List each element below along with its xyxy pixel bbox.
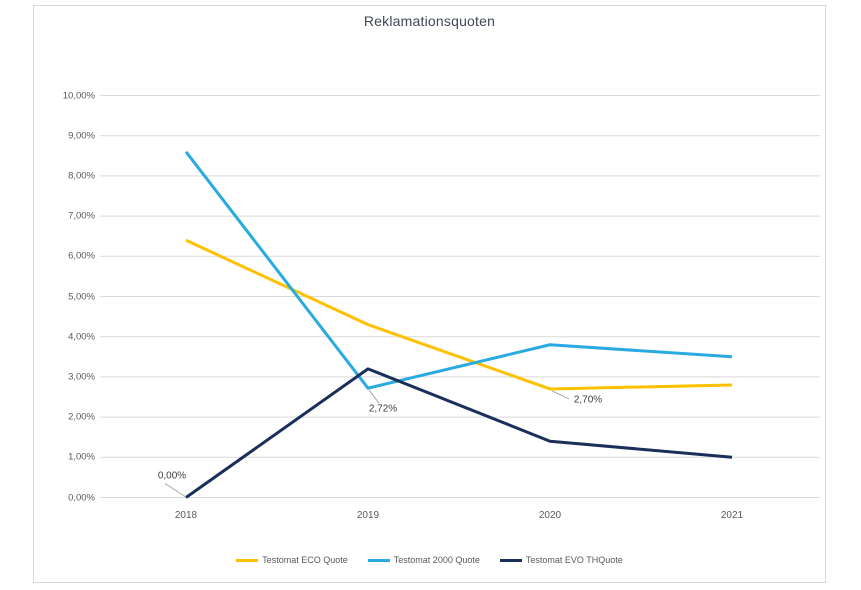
chart-frame xyxy=(33,5,826,583)
gridlines xyxy=(100,95,820,498)
legend-item-testomat-2000-quote[interactable]: Testomat 2000 Quote xyxy=(367,555,480,565)
legend: Testomat ECO Quote Testomat 2000 Quote Tes… xyxy=(33,555,826,565)
y-tick-label: 1,00% xyxy=(68,451,95,463)
annotation-leader-lines xyxy=(164,389,570,497)
y-tick-label: 6,00% xyxy=(68,250,95,262)
x-tick-label: 2018 xyxy=(174,510,198,521)
leader-line xyxy=(551,390,570,400)
x-tick-label: 2019 xyxy=(356,510,380,521)
legend-label: Testomat 2000 Quote xyxy=(393,555,480,565)
y-tick-label: 10,00% xyxy=(62,90,95,101)
data-label: 2,70% xyxy=(573,394,603,406)
y-tick-label: 3,00% xyxy=(68,371,95,383)
y-tick-label: 2,00% xyxy=(68,411,95,423)
y-tick-label: 7,00% xyxy=(68,210,95,222)
leader-line xyxy=(368,389,380,404)
legend-label: Testomat EVO THQuote xyxy=(525,555,623,565)
data-label: 2,72% xyxy=(368,403,398,415)
series-line-testomat-evo-thquote[interactable] xyxy=(185,367,733,499)
x-tick-label: 2021 xyxy=(720,510,744,521)
legend-swatch xyxy=(236,558,259,562)
y-tick-label: 4,00% xyxy=(68,331,95,343)
y-tick-label: 9,00% xyxy=(68,130,95,142)
x-tick-label: 2020 xyxy=(538,510,562,521)
series-line-testomat-eco-quote[interactable] xyxy=(185,238,733,391)
series-lines xyxy=(184,150,733,499)
legend-item-testomat-evo-thquote[interactable]: Testomat EVO THQuote xyxy=(499,555,623,565)
series-line-testomat-2000-quote[interactable] xyxy=(184,150,733,390)
chart-title: Reklamationsquoten xyxy=(363,13,496,29)
legend-swatch xyxy=(499,558,522,562)
legend-swatch xyxy=(367,558,390,562)
leader-line xyxy=(164,483,186,497)
legend-label: Testomat ECO Quote xyxy=(262,555,348,565)
data-label: 0,00% xyxy=(157,470,187,481)
y-tick-label: 5,00% xyxy=(68,291,95,302)
y-tick-label: 0,00% xyxy=(68,492,95,503)
legend-item-testomat-eco-quote[interactable]: Testomat ECO Quote xyxy=(236,555,348,565)
y-tick-label: 8,00% xyxy=(68,170,95,182)
